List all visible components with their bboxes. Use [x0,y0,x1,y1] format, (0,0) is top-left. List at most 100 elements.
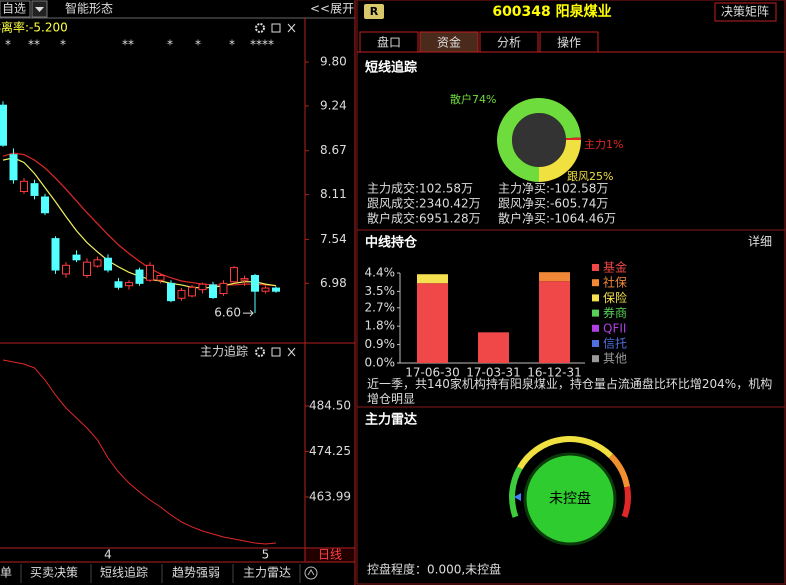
section-title: 主力雷达 [365,412,417,428]
legend-swatch [592,340,599,347]
x-tick-label: 4 [104,548,112,562]
candle-body [167,282,175,302]
candle-body [251,275,259,292]
y-tick-label: 9.24 [320,98,347,112]
signal-star: ** [28,38,40,52]
legend-swatch [592,355,599,363]
candle-body [156,275,165,281]
donut-slice [497,98,581,182]
detail-link[interactable]: 详细 [748,234,772,249]
tab-label[interactable]: 操作 [557,35,581,50]
expand-label[interactable]: <<展开 [310,2,354,16]
y-tick-label: 463.99 [309,489,351,503]
bottom-tab[interactable]: 短线追踪 [100,565,148,580]
tab[interactable] [539,31,599,53]
watchlist-box[interactable] [0,0,31,18]
matrix-button-box[interactable] [714,2,777,22]
scroll-button[interactable] [304,566,318,580]
tab[interactable] [479,31,539,53]
scroll-arrow [307,569,315,576]
x-tick-label: 5 [262,548,270,562]
flow-stat: 跟风净买:-605.74万 [498,197,608,211]
period-tab[interactable] [304,547,356,563]
pane-title: 主力追踪 [200,344,248,359]
legend-swatch [592,324,599,332]
gauge-pointer [514,493,521,501]
bottom-tab[interactable]: 单 [0,566,12,580]
watchlist-label[interactable]: 自选 [2,2,26,16]
tab-label[interactable]: 盘口 [377,35,401,50]
signal-star: * [167,38,173,52]
y-tick-label: 9.80 [320,55,347,69]
candle-body [30,183,39,196]
bar-segment [478,332,509,363]
radar-gauge [509,436,631,518]
indicator-readout: 乖离率:-5.200 [0,20,68,35]
signal-star: * [60,38,66,52]
candle-body [125,282,133,287]
legend-swatch [592,279,599,287]
legend-label: QFII [603,321,626,335]
y-tick-label: 1.8% [365,319,396,333]
legend-label: 社保 [603,275,627,290]
flow-stat: 散户净买:-1064.46万 [498,211,616,226]
control-degree: 控盘程度：0.000,未控盘 [367,562,501,577]
donut-label: 主力1% [584,138,623,151]
bar-segment [417,283,448,363]
legend-label: 券商 [603,305,627,320]
candle-body [20,180,28,193]
y-tick-label: 8.67 [320,143,347,157]
donut-slice [538,139,581,182]
y-tick-label: 0.9% [365,337,396,351]
flow-stat: 主力净买:-102.58万 [498,182,608,196]
candle-body [72,254,81,261]
bottom-tab[interactable]: 主力雷达 [243,566,291,580]
pattern-label[interactable]: 智能形态 [65,1,113,16]
x-tick-label: 16-12-31 [527,366,581,380]
period-tab-label[interactable]: 日线 [318,548,342,562]
legend-swatch [592,309,599,317]
y-tick-label: 8.11 [320,187,347,201]
x-tick-label: 17-06-30 [405,366,459,380]
tab[interactable] [359,31,419,53]
moving-average [2,152,277,287]
candle-body [240,278,249,281]
candle-body [177,289,186,299]
gauge-core [523,452,617,546]
donut-label: 散户74% [450,92,496,106]
signal-star: **** [250,38,274,52]
y-tick-label: 7.54 [320,232,347,246]
dropdown-arrow [35,7,44,12]
bottom-tab[interactable]: 趋势强弱 [172,566,220,580]
candle-body [135,269,144,284]
section-title: 短线追踪 [365,60,417,76]
y-tick-label: 3.5% [365,284,396,298]
candle-body [9,154,18,181]
main-force-line [2,359,277,545]
signal-star: * [5,38,11,52]
bottom-tab[interactable]: 买卖决策 [30,566,78,580]
badge-box [364,4,384,19]
candle-body [219,282,228,295]
candle-body [272,287,280,292]
signal-star: * [195,38,201,52]
bar-segment [539,272,570,282]
y-tick-label: 6.98 [320,276,347,290]
stock-title: 600348 阳泉煤业 [492,3,611,20]
candle-body [41,196,49,214]
candle-body [230,267,238,283]
bar-segment [417,274,448,284]
tab[interactable] [419,31,479,53]
candle-body [104,257,112,271]
legend-label: 保险 [603,290,627,305]
matrix-button[interactable]: 决策矩阵 [721,5,769,19]
candle-body [62,264,70,275]
candle-body [114,281,123,288]
donut-label: 跟风25% [567,170,613,183]
tab-label[interactable]: 资金 [437,35,461,50]
candle-body [51,238,60,271]
tab-label[interactable]: 分析 [497,36,521,50]
candle-body [209,284,217,298]
